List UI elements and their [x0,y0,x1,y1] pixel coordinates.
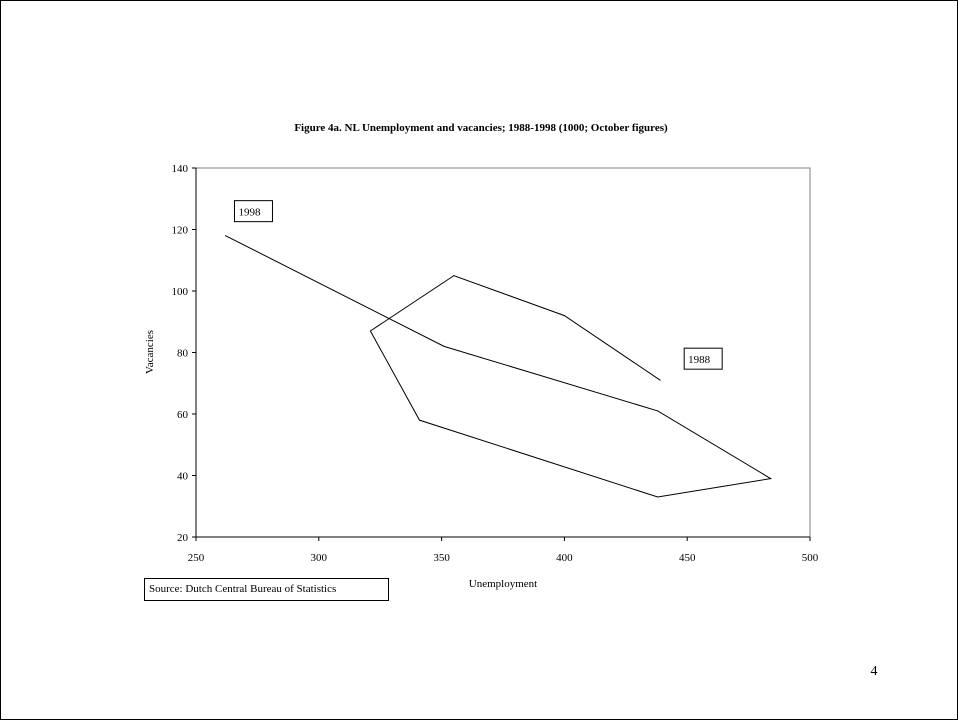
x-tick-label: 450 [679,552,696,564]
y-tick-label: 120 [172,225,189,237]
y-tick-label: 60 [177,409,189,421]
x-tick-label: 400 [556,552,573,564]
y-tick-label: 40 [177,471,189,483]
annotation-layer: 1988 1998 [233,200,723,370]
y-ticks: 20 40 60 80 100 120 140 [172,163,196,544]
data-point [369,330,371,332]
x-tick-label: 500 [802,552,819,564]
data-point [770,478,772,480]
data-point [418,419,420,421]
series-layer [224,235,773,498]
y-tick-label: 20 [177,532,189,544]
series-line [225,235,773,498]
data-point [224,235,226,237]
annotation-label: 1998 [238,207,260,219]
data-point [657,410,659,412]
data-point [453,275,455,277]
x-tick-label: 350 [433,552,450,564]
data-point [563,315,565,317]
data-point [657,496,659,498]
annotation-label: 1988 [688,354,711,366]
x-axis-label: Unemployment [469,578,537,590]
source-note: Source: Dutch Central Bureau of Statisti… [144,578,389,601]
y-tick-label: 100 [172,286,189,298]
page-number: 4 [870,664,878,679]
annotation-box [233,200,273,223]
x-tick-label: 250 [188,552,205,564]
y-tick-label: 140 [172,163,189,175]
x-ticks: 250 300 350 400 450 500 [188,537,819,564]
x-tick-label: 300 [311,552,328,564]
y-axis-label: Vacancies [144,330,156,374]
annotation-box [683,347,723,370]
y-tick-label: 80 [177,348,189,360]
data-point [659,379,661,381]
chart-title: Figure 4a. NL Unemployment and vacancies… [294,122,668,134]
data-point [443,345,445,347]
